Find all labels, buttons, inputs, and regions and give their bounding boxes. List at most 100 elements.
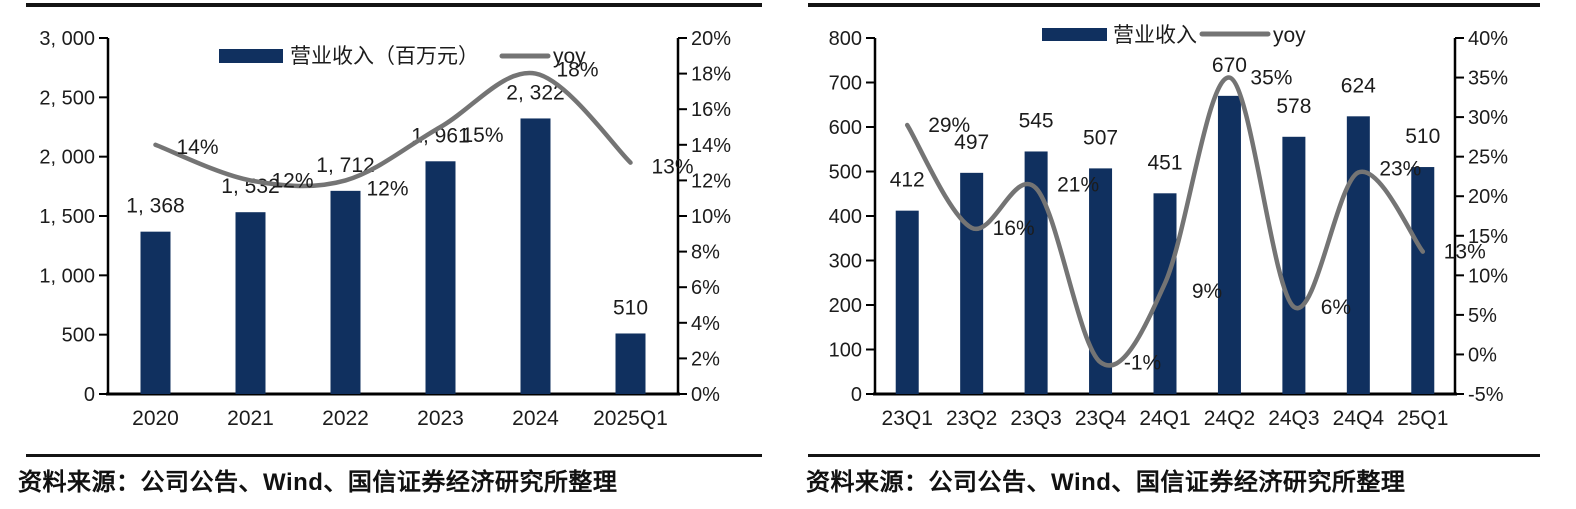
- bar-2020: [140, 231, 171, 394]
- x-axis-label: 24Q3: [1268, 407, 1319, 430]
- bar-value-label: 1, 961: [411, 124, 469, 147]
- bar-value-label: 545: [1019, 109, 1054, 132]
- x-axis-label: 2025Q1: [593, 407, 668, 430]
- right-axis-tick-label: 35%: [1468, 68, 1508, 90]
- left-axis-tick-label: 1, 500: [39, 206, 95, 228]
- x-axis-label: 23Q2: [946, 407, 997, 430]
- bar-23Q2: [960, 172, 984, 394]
- yoy-label: 21%: [1057, 173, 1099, 196]
- right-axis-tick-label: 30%: [1468, 107, 1508, 129]
- bar-23Q4: [1089, 168, 1113, 394]
- x-axis-label: 2024: [512, 407, 559, 430]
- bar-value-label: 451: [1147, 151, 1182, 174]
- right-axis-tick-label: 8%: [691, 242, 720, 264]
- x-axis-label: 23Q3: [1010, 407, 1061, 430]
- right-axis-tick-label: 18%: [691, 64, 731, 86]
- yoy-label: 29%: [928, 114, 970, 137]
- yoy-label: 9%: [1192, 280, 1222, 303]
- yoy-label: 18%: [556, 59, 598, 82]
- left-axis-tick-label: 2, 000: [39, 147, 95, 169]
- x-axis-label: 25Q1: [1397, 407, 1448, 430]
- panel-annual-revenue: 3, 000 2, 500 2, 000 1, 500 1, 000 500 0 20% 18%…: [18, 0, 762, 509]
- annual-revenue-chart: 3, 000 2, 500 2, 000 1, 500 1, 000 500 0 20% 18%…: [39, 28, 731, 430]
- yoy-label: 13%: [1444, 241, 1486, 264]
- right-axis-tick-label: 2%: [691, 348, 720, 370]
- right-axis-tick-label: 20%: [691, 28, 731, 50]
- left-axis-tick-label: 300: [829, 251, 862, 273]
- left-axis-tick-label: 500: [62, 325, 95, 347]
- yoy-label: 35%: [1250, 67, 1292, 90]
- bar-2023: [425, 161, 456, 394]
- left-axis-tick-label: 200: [829, 295, 862, 317]
- bar-value-label: 578: [1276, 95, 1311, 118]
- bar-23Q3: [1024, 151, 1048, 394]
- yoy-label: 16%: [993, 217, 1035, 240]
- bar-24Q2: [1217, 95, 1241, 394]
- x-axis-label: 2023: [417, 407, 464, 430]
- bar-2025Q1: [615, 333, 646, 394]
- left-axis-tick-label: 500: [829, 162, 862, 184]
- right-axis-tick-label: 40%: [1468, 28, 1508, 50]
- right-axis-tick-label: 20%: [1468, 186, 1508, 208]
- source-note: 资料来源：公司公告、Wind、国信证券经济研究所整理: [18, 469, 618, 496]
- panel-top-rule: [808, 3, 1540, 7]
- right-axis-tick-label: 15%: [1468, 226, 1508, 248]
- left-axis-tick-label: 600: [829, 117, 862, 139]
- bar-value-label: 510: [613, 296, 648, 319]
- yoy-label: 12%: [271, 169, 313, 192]
- x-axis-label: 24Q4: [1333, 407, 1385, 430]
- x-axis-label: 2020: [132, 407, 179, 430]
- panel-top-rule: [26, 3, 762, 7]
- right-axis-tick-label: 16%: [691, 99, 731, 121]
- bar-value-label: 497: [954, 131, 989, 154]
- legend-bar-label: 营业收入（百万元）: [290, 45, 479, 68]
- bar-24Q3: [1282, 136, 1306, 394]
- x-axis-label: 2022: [322, 407, 369, 430]
- bar-2021: [235, 212, 266, 394]
- left-axis-tick-label: 2, 500: [39, 87, 95, 109]
- yoy-label: 13%: [651, 156, 693, 179]
- right-axis-tick-label: -5%: [1468, 384, 1504, 406]
- panel-quarterly-revenue: 800 700 600 500 400 300 200 100 0 40% 35% 30% 25% 20%…: [806, 0, 1546, 509]
- yoy-label: 15%: [461, 124, 503, 147]
- right-axis-tick-label: 0%: [691, 384, 720, 406]
- left-axis-tick-label: 700: [829, 73, 862, 95]
- yoy-line: [904, 75, 1426, 368]
- quarterly-revenue-chart: 800 700 600 500 400 300 200 100 0 40% 35% 30% 25% 20%…: [829, 24, 1509, 430]
- yoy-label: 6%: [1321, 296, 1351, 319]
- left-axis-tick-label: 1, 000: [39, 265, 95, 287]
- x-axis-label: 24Q1: [1139, 407, 1190, 430]
- left-axis-tick-label: 400: [829, 206, 862, 228]
- bar-25Q1: [1411, 167, 1435, 394]
- source-note: 资料来源：公司公告、Wind、国信证券经济研究所整理: [806, 469, 1406, 496]
- bar-value-label: 1, 368: [126, 195, 184, 218]
- bar-2022: [330, 190, 361, 394]
- bar-24Q4: [1346, 116, 1370, 394]
- bar-23Q1: [895, 210, 919, 394]
- bar-value-label: 1, 712: [316, 154, 374, 177]
- right-axis-tick-label: 5%: [1468, 305, 1497, 327]
- bar-value-label: 507: [1083, 126, 1118, 149]
- yoy-label: 14%: [176, 136, 218, 159]
- bar-2024: [520, 118, 551, 395]
- right-axis-tick-label: 10%: [1468, 265, 1508, 287]
- right-axis-tick-label: 25%: [1468, 147, 1508, 169]
- panel-bottom-rule: [808, 454, 1540, 457]
- right-axis-tick-label: 14%: [691, 135, 731, 157]
- legend-line-label: yoy: [553, 45, 586, 68]
- bar-value-label: 624: [1341, 74, 1376, 97]
- panel-bottom-rule: [26, 454, 762, 457]
- right-axis-tick-label: 12%: [691, 170, 731, 192]
- legend-line-label: yoy: [1273, 24, 1306, 47]
- left-axis-tick-label: 0: [84, 384, 95, 406]
- bar-value-label: 670: [1212, 54, 1247, 77]
- bar-24Q1: [1153, 193, 1177, 394]
- yoy-label: 23%: [1379, 157, 1421, 180]
- legend-bar-label: 营业收入: [1113, 24, 1197, 47]
- left-axis-tick-label: 0: [851, 384, 862, 406]
- x-axis-label: 24Q2: [1204, 407, 1255, 430]
- x-axis-label: 23Q1: [882, 407, 933, 430]
- left-axis-tick-label: 800: [829, 28, 862, 50]
- yoy-label: -1%: [1124, 351, 1161, 374]
- legend-bar-swatch: [1042, 28, 1107, 41]
